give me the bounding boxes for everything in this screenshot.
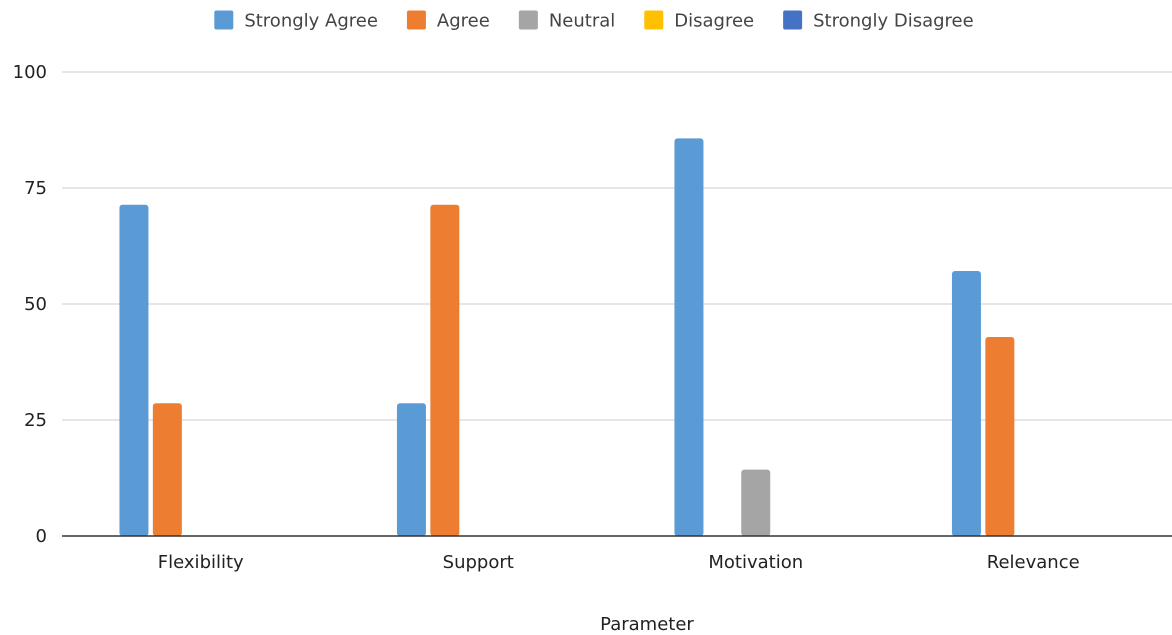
bar-relevance-strongly-agree bbox=[951, 271, 981, 536]
legend-item-agree: Agree bbox=[406, 10, 490, 32]
legend-swatch bbox=[783, 10, 803, 30]
y-tick-label: 75 bbox=[24, 178, 47, 199]
y-tick-label: 25 bbox=[24, 410, 47, 431]
bar-motivation-neutral bbox=[741, 469, 771, 536]
y-tick-label: 100 bbox=[13, 62, 47, 83]
legend-label: Disagree bbox=[674, 11, 754, 32]
bar-flexibility-strongly-agree bbox=[119, 204, 149, 537]
bar-relevance-agree bbox=[985, 336, 1015, 536]
y-tick-label: 0 bbox=[36, 526, 47, 547]
legend-item-disagree: Disagree bbox=[644, 10, 754, 32]
legend-item-strongly-agree: Strongly Agree bbox=[214, 10, 378, 32]
y-tick-label: 50 bbox=[24, 294, 47, 315]
bar-support-strongly-agree bbox=[396, 403, 426, 536]
y-axis-ticks: 0 25 50 75 100 bbox=[13, 62, 47, 547]
bar-support-agree bbox=[430, 204, 460, 537]
x-axis-labels: Flexibility Support Motivation Relevance bbox=[158, 552, 1080, 573]
legend-item-strongly-disagree: Strongly Disagree bbox=[783, 10, 974, 32]
legend-label: Agree bbox=[437, 11, 490, 32]
legend-swatch bbox=[406, 10, 426, 30]
legend-label: Neutral bbox=[549, 11, 615, 32]
legend-swatch bbox=[518, 10, 538, 30]
bar-flexibility-agree bbox=[152, 403, 182, 536]
legend-swatch bbox=[214, 10, 234, 30]
legend-swatch bbox=[644, 10, 664, 30]
legend: Strongly Agree Agree Neutral Disagree Strong… bbox=[214, 10, 974, 32]
x-tick-label: Relevance bbox=[987, 552, 1080, 573]
x-tick-label: Motivation bbox=[708, 552, 803, 573]
bars bbox=[119, 138, 1015, 537]
legend-label: Strongly Agree bbox=[244, 11, 378, 32]
bar-motivation-strongly-agree bbox=[674, 138, 704, 537]
x-axis-title: Parameter bbox=[600, 614, 694, 635]
legend-label: Strongly Disagree bbox=[813, 11, 974, 32]
x-tick-label: Support bbox=[443, 552, 514, 573]
legend-item-neutral: Neutral bbox=[518, 10, 615, 32]
x-tick-label: Flexibility bbox=[158, 552, 244, 573]
